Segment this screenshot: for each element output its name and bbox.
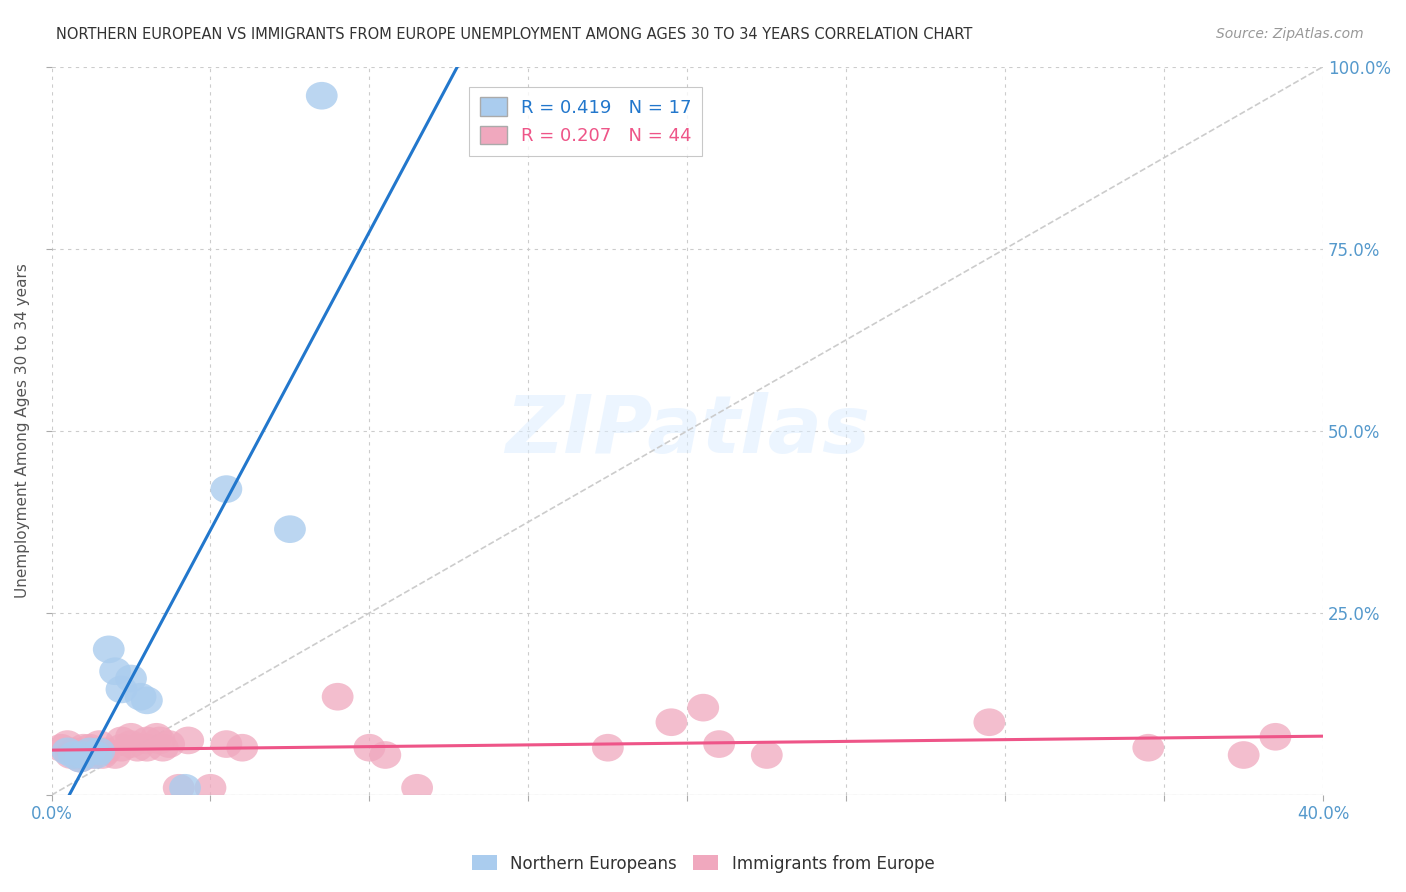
Ellipse shape xyxy=(353,734,385,762)
Ellipse shape xyxy=(100,741,131,769)
Ellipse shape xyxy=(125,683,156,711)
Legend: R = 0.419   N = 17, R = 0.207   N = 44: R = 0.419 N = 17, R = 0.207 N = 44 xyxy=(468,87,703,156)
Ellipse shape xyxy=(73,734,105,762)
Ellipse shape xyxy=(370,741,401,769)
Ellipse shape xyxy=(80,741,112,769)
Ellipse shape xyxy=(226,734,259,762)
Ellipse shape xyxy=(77,741,108,769)
Ellipse shape xyxy=(52,738,83,765)
Ellipse shape xyxy=(121,734,153,762)
Ellipse shape xyxy=(751,741,783,769)
Ellipse shape xyxy=(115,731,146,758)
Ellipse shape xyxy=(67,741,100,769)
Ellipse shape xyxy=(131,734,163,762)
Ellipse shape xyxy=(169,774,201,802)
Text: ZIPatlas: ZIPatlas xyxy=(505,392,870,470)
Ellipse shape xyxy=(58,741,90,769)
Ellipse shape xyxy=(45,734,77,762)
Ellipse shape xyxy=(131,727,163,755)
Ellipse shape xyxy=(211,475,242,503)
Ellipse shape xyxy=(60,741,93,769)
Ellipse shape xyxy=(67,741,100,769)
Ellipse shape xyxy=(163,774,194,802)
Ellipse shape xyxy=(83,731,115,758)
Ellipse shape xyxy=(141,723,173,751)
Ellipse shape xyxy=(100,657,131,685)
Ellipse shape xyxy=(77,738,108,765)
Ellipse shape xyxy=(146,734,179,762)
Ellipse shape xyxy=(688,694,718,722)
Ellipse shape xyxy=(105,734,138,762)
Ellipse shape xyxy=(1260,723,1291,751)
Ellipse shape xyxy=(274,516,307,543)
Ellipse shape xyxy=(87,741,118,769)
Ellipse shape xyxy=(58,738,90,765)
Ellipse shape xyxy=(153,731,186,758)
Ellipse shape xyxy=(55,741,87,769)
Ellipse shape xyxy=(703,731,735,758)
Ellipse shape xyxy=(73,738,105,765)
Ellipse shape xyxy=(1227,741,1260,769)
Ellipse shape xyxy=(173,727,204,755)
Ellipse shape xyxy=(1132,734,1164,762)
Ellipse shape xyxy=(83,738,115,765)
Ellipse shape xyxy=(143,727,176,755)
Ellipse shape xyxy=(105,675,138,703)
Ellipse shape xyxy=(131,687,163,714)
Legend: Northern Europeans, Immigrants from Europe: Northern Europeans, Immigrants from Euro… xyxy=(465,848,941,880)
Y-axis label: Unemployment Among Ages 30 to 34 years: Unemployment Among Ages 30 to 34 years xyxy=(15,263,30,599)
Ellipse shape xyxy=(401,774,433,802)
Ellipse shape xyxy=(307,82,337,110)
Ellipse shape xyxy=(105,727,138,755)
Text: Source: ZipAtlas.com: Source: ZipAtlas.com xyxy=(1216,27,1364,41)
Ellipse shape xyxy=(65,745,96,772)
Text: NORTHERN EUROPEAN VS IMMIGRANTS FROM EUROPE UNEMPLOYMENT AMONG AGES 30 TO 34 YEA: NORTHERN EUROPEAN VS IMMIGRANTS FROM EUR… xyxy=(56,27,973,42)
Ellipse shape xyxy=(655,708,688,736)
Ellipse shape xyxy=(211,731,242,758)
Ellipse shape xyxy=(322,683,353,711)
Ellipse shape xyxy=(93,635,125,664)
Ellipse shape xyxy=(90,738,121,765)
Ellipse shape xyxy=(194,774,226,802)
Ellipse shape xyxy=(115,665,146,692)
Ellipse shape xyxy=(65,745,96,772)
Ellipse shape xyxy=(592,734,624,762)
Ellipse shape xyxy=(67,734,100,762)
Ellipse shape xyxy=(52,731,83,758)
Ellipse shape xyxy=(973,708,1005,736)
Ellipse shape xyxy=(115,723,146,751)
